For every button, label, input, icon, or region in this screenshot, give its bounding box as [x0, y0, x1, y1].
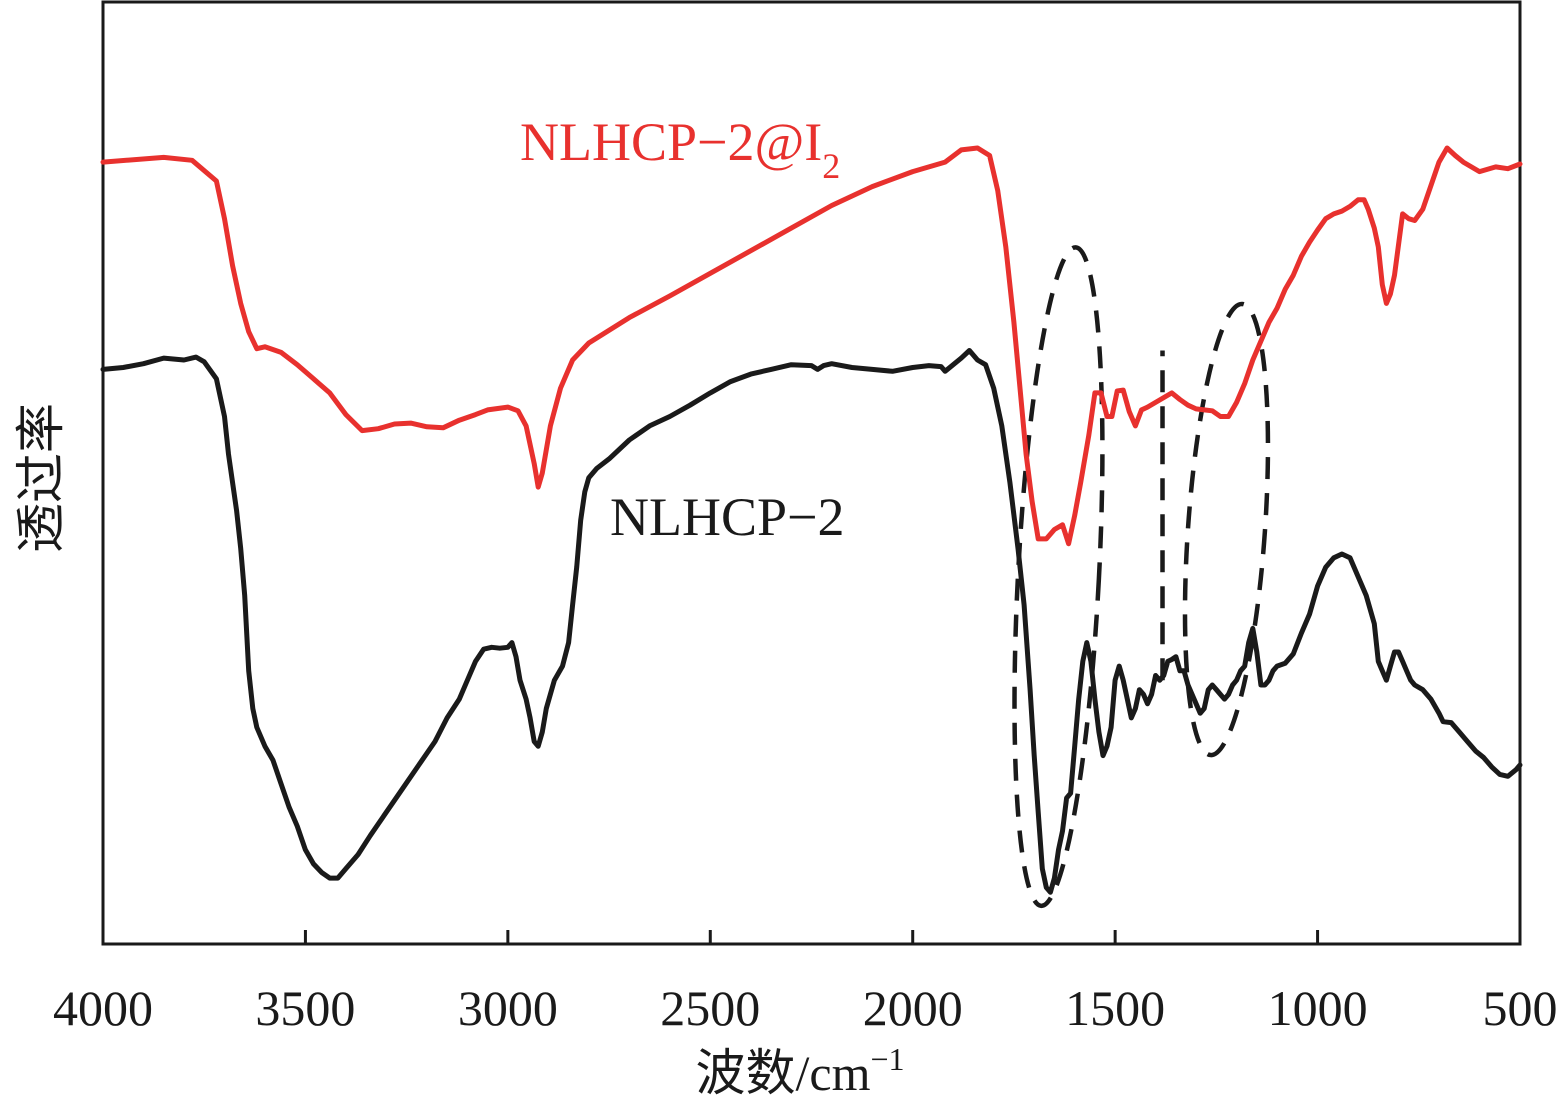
series-line-nlhcp2-i2 — [100, 145, 1523, 547]
x-tick-label-3500: 3500 — [255, 980, 355, 1036]
plot-area — [100, 0, 1523, 946]
x-axis-title: 波数/cm−1 — [695, 1041, 904, 1101]
x-tick-label-2000: 2000 — [863, 980, 963, 1036]
plot-frame — [101, 0, 1522, 946]
x-axis-tick-labels: 4000 3500 3000 2500 2000 1500 1000 500 — [53, 980, 1558, 1036]
series-label-nlhcp2: NLHCP−2 — [610, 487, 844, 547]
x-tick-label-2500: 2500 — [660, 980, 760, 1036]
x-tick-label-500: 500 — [1483, 980, 1558, 1036]
x-tick-label-4000: 4000 — [53, 980, 153, 1036]
annotation-ellipse-2 — [1182, 301, 1271, 758]
series-line-nlhcp2 — [100, 348, 1523, 895]
x-tick-label-1500: 1500 — [1065, 980, 1165, 1036]
series-layer — [100, 145, 1523, 895]
series-label-subscript: 2 — [822, 146, 840, 186]
annotation-layer — [1012, 245, 1271, 909]
x-axis-ticks — [101, 930, 1522, 944]
annotation-ellipse-1 — [1012, 245, 1105, 909]
x-axis-title-superscript: −1 — [870, 1041, 904, 1077]
x-tick-label-3000: 3000 — [458, 980, 558, 1036]
x-tick-label-1000: 1000 — [1268, 980, 1368, 1036]
series-label-nlhcp2-i2: NLHCP−2@I2 — [520, 112, 840, 186]
y-axis-title: 透过率 — [13, 403, 69, 553]
